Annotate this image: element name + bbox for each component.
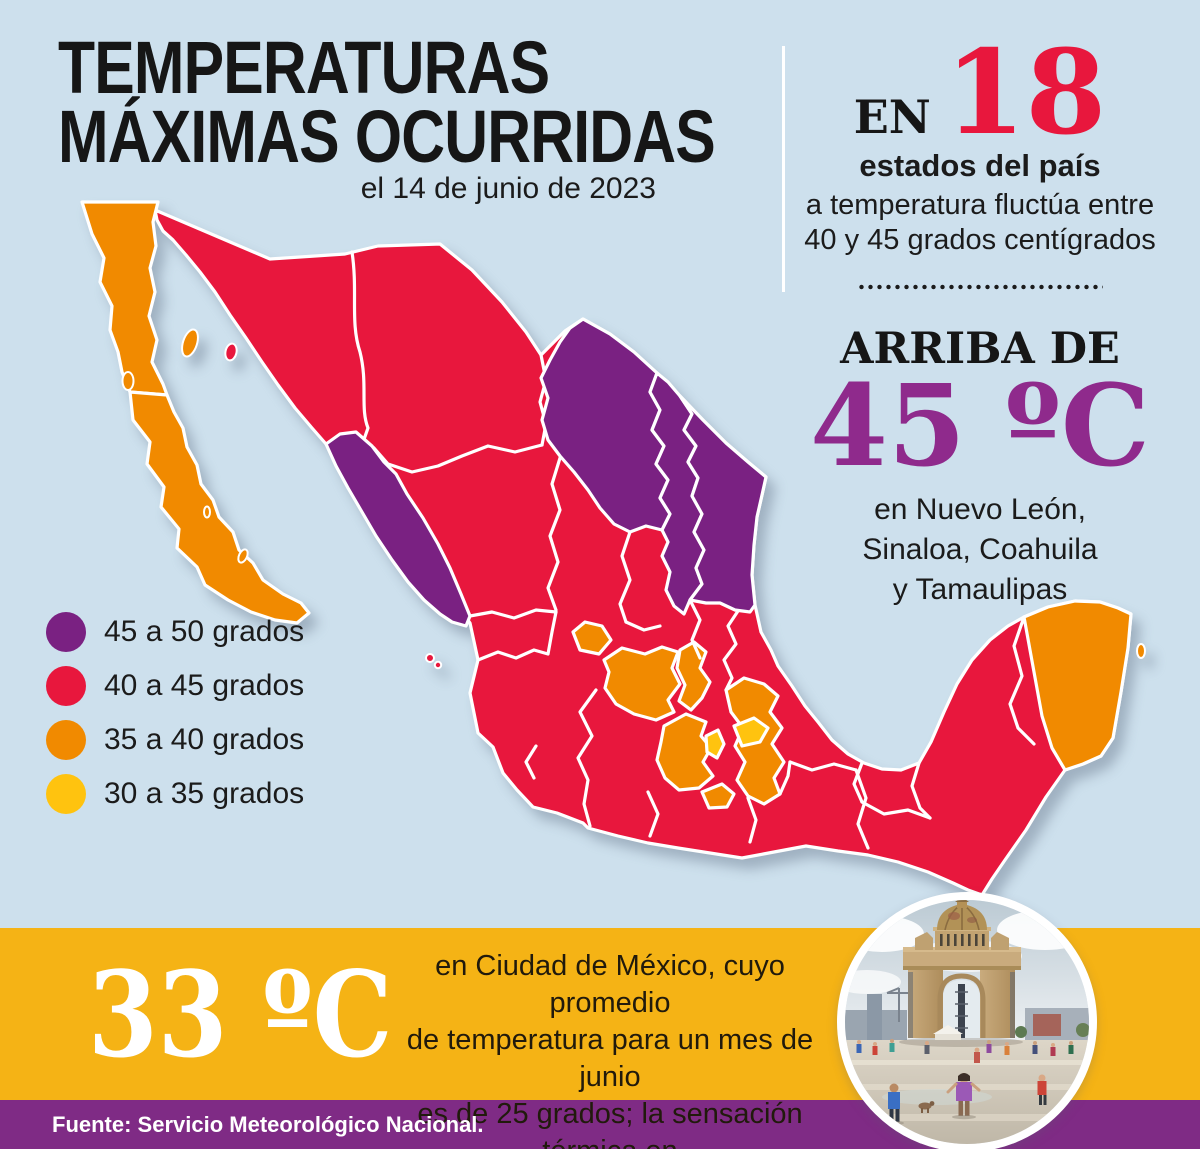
monument-plaza-illustration xyxy=(845,900,1089,1144)
legend-item-30-35: 30 a 35 grados xyxy=(46,774,304,814)
state-estado-de-mexico xyxy=(655,712,715,792)
plaza-light-streak xyxy=(845,1060,1089,1065)
source-credit: Fuente: Servicio Meteorológico Nacional. xyxy=(52,1112,484,1137)
state-tamaulipas xyxy=(678,394,768,614)
islands xyxy=(121,328,1146,670)
state-sinaloa xyxy=(324,430,472,628)
stat-45-heading: ARRIBA DE xyxy=(840,324,1120,374)
stats-column: EN 18 estados del país a temperatura flu… xyxy=(795,25,1165,610)
dog xyxy=(918,1101,935,1113)
state-baja-california-sur xyxy=(128,390,311,625)
stat-18-prefix: EN xyxy=(853,90,931,144)
legend-item-40-45: 40 a 45 grados xyxy=(46,666,304,706)
stat-33-value: 33 ºC xyxy=(88,945,393,1084)
white-tent xyxy=(933,1025,963,1034)
isla-cozumel xyxy=(1136,643,1146,659)
legend-label-35-40: 35 a 40 grados xyxy=(104,723,305,756)
stat-18-bold-label: estados del país xyxy=(859,148,1101,183)
legend-label-40-45: 40 a 45 grados xyxy=(104,669,305,702)
plaza-people xyxy=(856,1039,1074,1125)
state-cdmx xyxy=(704,728,726,760)
isla-angel-de-la-guarda xyxy=(181,328,199,358)
legend-item-35-40: 35 a 40 grados xyxy=(46,720,304,760)
boy-in-blue xyxy=(888,1083,900,1122)
state-morelos xyxy=(700,782,736,810)
islas-marias-1 xyxy=(425,653,435,663)
state-guanajuato xyxy=(602,645,682,722)
monument-shadow xyxy=(899,1037,1023,1047)
islas-marias-2 xyxy=(433,660,443,670)
legend-dot-45-50 xyxy=(46,612,86,652)
page-title: TEMPERATURAS MÁXIMAS OCURRIDAS xyxy=(58,26,716,178)
stat-18-number: 18 xyxy=(944,25,1107,161)
stat-45-description: en Nuevo León, Sinaloa, Coahuila y Tamau… xyxy=(862,493,1098,607)
legend-label-45-50: 45 a 50 grados xyxy=(104,615,305,648)
isla-tiburon xyxy=(224,342,238,362)
temperature-legend: 45 a 50 grados 40 a 45 grados 35 a 40 gr… xyxy=(46,612,304,828)
islote-bcs-1 xyxy=(237,548,249,564)
legend-dot-30-35 xyxy=(46,774,86,814)
state-queretaro xyxy=(675,640,712,712)
state-aguascalientes xyxy=(571,620,613,656)
isla-cedros xyxy=(121,371,135,391)
stat-18-states: EN 18 xyxy=(795,25,1165,161)
page-title-line2: MÁXIMAS OCURRIDAS xyxy=(58,94,716,178)
stat-45-value: 45 ºC xyxy=(810,361,1150,492)
page-title-line1: TEMPERATURAS xyxy=(58,26,550,109)
tree xyxy=(1015,1026,1027,1038)
white-tent-base xyxy=(935,1034,961,1040)
legend-label-30-35: 30 a 35 grados xyxy=(104,777,305,810)
girl-in-purple xyxy=(946,1073,981,1116)
legend-dot-40-45 xyxy=(46,666,86,706)
skyline-tower xyxy=(867,994,882,1042)
tree xyxy=(1076,1023,1089,1037)
monumento-a-la-revolucion xyxy=(903,900,1021,1038)
cloud xyxy=(845,970,901,994)
stat-33-description: en Ciudad de México, cuyo promedio de te… xyxy=(406,950,814,1149)
state-tlaxcala xyxy=(732,716,770,748)
vertical-divider xyxy=(782,46,785,292)
skyline-red-building xyxy=(1033,1014,1061,1036)
state-baja-california xyxy=(80,200,169,397)
page-date: el 14 de junio de 2023 xyxy=(360,172,656,205)
stat-18-description: a temperatura fluctúa entre 40 y 45 grad… xyxy=(804,189,1156,256)
islote-bcs-2 xyxy=(203,505,211,519)
legend-item-45-50: 45 a 50 grados xyxy=(46,612,304,652)
dotted-separator xyxy=(857,284,1103,290)
monument-plaza-photo xyxy=(837,892,1097,1149)
state-quintana-roo xyxy=(1022,599,1133,772)
legend-dot-35-40 xyxy=(46,720,86,760)
